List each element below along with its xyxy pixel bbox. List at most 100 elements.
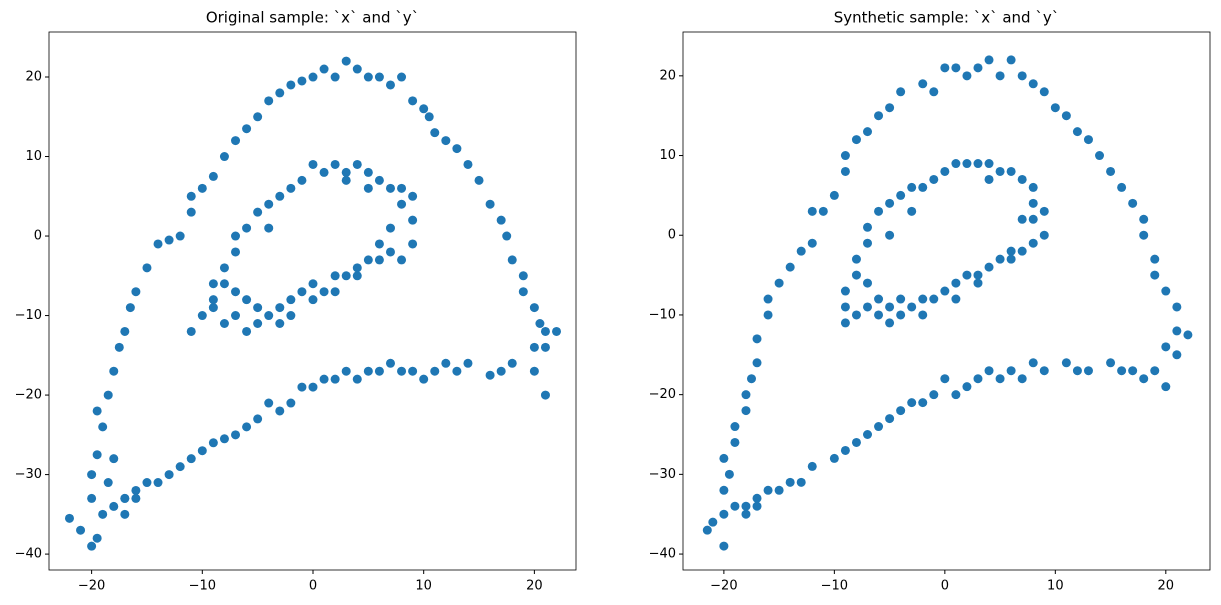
point (907, 302, 917, 312)
point (1017, 174, 1027, 184)
y-tick-label: −20 (15, 388, 42, 403)
point (253, 207, 263, 217)
y-tick-label: −30 (649, 467, 676, 482)
point (186, 326, 196, 336)
point (308, 279, 318, 289)
point (452, 366, 462, 376)
point (552, 326, 562, 336)
point (796, 246, 806, 256)
point (918, 398, 928, 408)
x-tick-label: 20 (526, 579, 543, 594)
subplot: Synthetic sample: `x` and `y` −20 −10 0 10 20… (649, 9, 1211, 594)
point (219, 319, 229, 329)
point (1028, 182, 1038, 192)
point (502, 231, 512, 241)
point (330, 287, 340, 297)
point (863, 127, 873, 137)
point (208, 171, 218, 181)
point (363, 366, 373, 376)
point (929, 294, 939, 304)
point (275, 406, 285, 416)
point (103, 478, 113, 488)
point (408, 215, 418, 225)
point (507, 358, 517, 368)
point (1072, 366, 1082, 376)
chart-title: Original sample: `x` and `y` (206, 9, 419, 27)
point (352, 64, 362, 74)
axes-frame (48, 31, 577, 571)
point (352, 271, 362, 281)
point (197, 183, 207, 193)
point (242, 295, 252, 305)
point (76, 525, 86, 535)
point (408, 96, 418, 106)
point (1028, 358, 1038, 368)
point (840, 286, 850, 296)
y-tick-label: −20 (649, 387, 676, 402)
point (1061, 358, 1071, 368)
point (92, 450, 102, 460)
point (763, 485, 773, 495)
point (885, 198, 895, 208)
point (518, 287, 528, 297)
point (253, 319, 263, 329)
y-tick-label: −10 (15, 308, 42, 323)
point (851, 310, 861, 320)
point (231, 231, 241, 241)
point (197, 446, 207, 456)
point (951, 294, 961, 304)
point (308, 295, 318, 305)
point (973, 159, 983, 169)
point (264, 96, 274, 106)
point (962, 382, 972, 392)
point (385, 247, 395, 257)
y-tick-label: 0 (34, 229, 42, 244)
point (1106, 358, 1116, 368)
point (308, 159, 318, 169)
point (109, 501, 119, 511)
point (341, 366, 351, 376)
point (763, 310, 773, 320)
point (319, 287, 329, 297)
point (785, 262, 795, 272)
point (951, 278, 961, 288)
point (408, 239, 418, 249)
point (940, 286, 950, 296)
point (109, 366, 119, 376)
point (885, 230, 895, 240)
point (702, 525, 712, 535)
point (98, 509, 108, 519)
point (297, 76, 307, 86)
point (719, 541, 729, 551)
point (131, 287, 141, 297)
point (973, 278, 983, 288)
point (385, 183, 395, 193)
point (208, 295, 218, 305)
point (1006, 254, 1016, 264)
point (851, 437, 861, 447)
point (242, 326, 252, 336)
point (874, 422, 884, 432)
point (984, 55, 994, 65)
point (319, 167, 329, 177)
point (1172, 302, 1182, 312)
point (125, 303, 135, 313)
point (929, 174, 939, 184)
point (231, 311, 241, 321)
point (408, 191, 418, 201)
point (109, 454, 119, 464)
point (242, 124, 252, 134)
point (1183, 330, 1193, 340)
x-tick-label: 0 (941, 579, 949, 594)
point (352, 159, 362, 169)
point (995, 166, 1005, 176)
point (785, 477, 795, 487)
point (829, 190, 839, 200)
point (164, 235, 174, 245)
point (951, 390, 961, 400)
point (741, 509, 751, 519)
point (840, 302, 850, 312)
point (1106, 166, 1116, 176)
point (929, 87, 939, 97)
point (1028, 79, 1038, 89)
